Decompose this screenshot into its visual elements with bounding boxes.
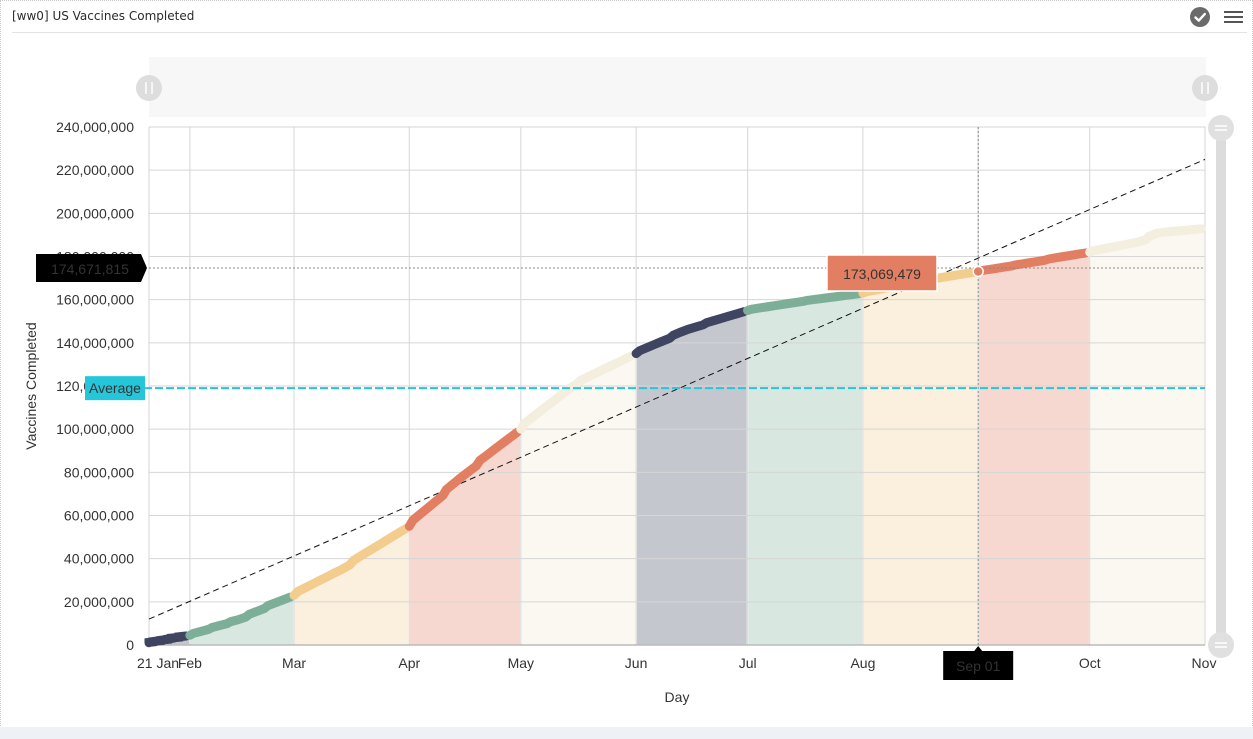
- panel-title: [ww0] US Vaccines Completed: [12, 9, 195, 23]
- x-tick-label: 21 Jan: [137, 655, 179, 671]
- hover-point[interactable]: [972, 265, 984, 278]
- y-tick-label: 20,000,000: [64, 594, 134, 610]
- navigator-right-handle[interactable]: [1192, 75, 1218, 101]
- y-tick-label: 240,000,000: [56, 119, 134, 135]
- y-tick-label: 220,000,000: [56, 162, 134, 178]
- scrollbar-top-handle[interactable]: [1208, 115, 1234, 141]
- y-tick-label: 160,000,000: [56, 292, 134, 308]
- tooltip-box: [826, 254, 938, 292]
- y-axis-title: Vaccines Completed: [23, 322, 39, 449]
- area-band-6: [746, 292, 864, 646]
- x-tick-label: Oct: [1079, 655, 1101, 671]
- panel-header: [ww0] US Vaccines Completed: [12, 0, 1247, 33]
- series-line-segment[interactable]: [973, 248, 1091, 277]
- y-tick-label: 140,000,000: [56, 335, 134, 351]
- y-tick-label: 200,000,000: [56, 205, 134, 221]
- trend-line: [148, 158, 1206, 620]
- area-band-3: [408, 427, 522, 646]
- series-line-segment[interactable]: [289, 524, 411, 600]
- x-tick-label: Jun: [625, 655, 648, 671]
- series-line-segment[interactable]: [185, 592, 295, 640]
- series-line-segment[interactable]: [1085, 224, 1206, 257]
- navigator-left-handle[interactable]: [136, 75, 162, 101]
- vertical-scrollbar[interactable]: [1216, 128, 1226, 645]
- panel-bottom-bar: [0, 727, 1253, 739]
- area-band-9: [1088, 227, 1206, 646]
- range-navigator[interactable]: [149, 57, 1206, 117]
- average-label: Average: [89, 380, 141, 396]
- crosshair-y-label: 174,671,815: [51, 261, 129, 277]
- average-label-box: [85, 376, 145, 401]
- scrollbar-bottom-handle[interactable]: [1208, 632, 1234, 658]
- check-circle-icon[interactable]: [1190, 7, 1210, 27]
- x-axis-title: Day: [665, 689, 690, 705]
- series-line-segment[interactable]: [516, 351, 637, 434]
- area-band-4: [520, 352, 637, 646]
- x-tick-label: Nov: [1192, 655, 1217, 671]
- tooltip-value: 173,069,479: [843, 266, 921, 282]
- plot-area: 0 20,000,000 40,000,000 60,000,000 80,000,00…: [23, 119, 1216, 705]
- crosshair-x-label: Sep 01: [956, 658, 1001, 674]
- crosshair-y-label-box: [36, 254, 147, 282]
- area-band-5: [635, 309, 749, 646]
- y-tick-label: 0: [126, 637, 134, 653]
- series-line-segment[interactable]: [404, 427, 522, 531]
- menu-icon[interactable]: [1224, 9, 1244, 25]
- x-tick-label: Jul: [739, 655, 757, 671]
- y-tick-label: 60,000,000: [64, 508, 134, 524]
- area-band-8: [977, 251, 1091, 646]
- series-line-segment[interactable]: [144, 631, 191, 648]
- series-line-segment[interactable]: [743, 289, 864, 315]
- series-line-segment[interactable]: [631, 307, 749, 359]
- area-band-7: [862, 270, 979, 646]
- x-tick-label: Aug: [850, 655, 875, 671]
- x-tick-label: Mar: [282, 655, 306, 671]
- x-tick-label: May: [508, 655, 534, 671]
- x-tick-label: Apr: [398, 655, 420, 671]
- y-tick-label: 40,000,000: [64, 551, 134, 567]
- y-tick-label: 80,000,000: [64, 464, 134, 480]
- y-tick-label: 100,000,000: [56, 421, 134, 437]
- crosshair-x-label-box: [943, 646, 1014, 680]
- x-tick-label: Feb: [178, 655, 202, 671]
